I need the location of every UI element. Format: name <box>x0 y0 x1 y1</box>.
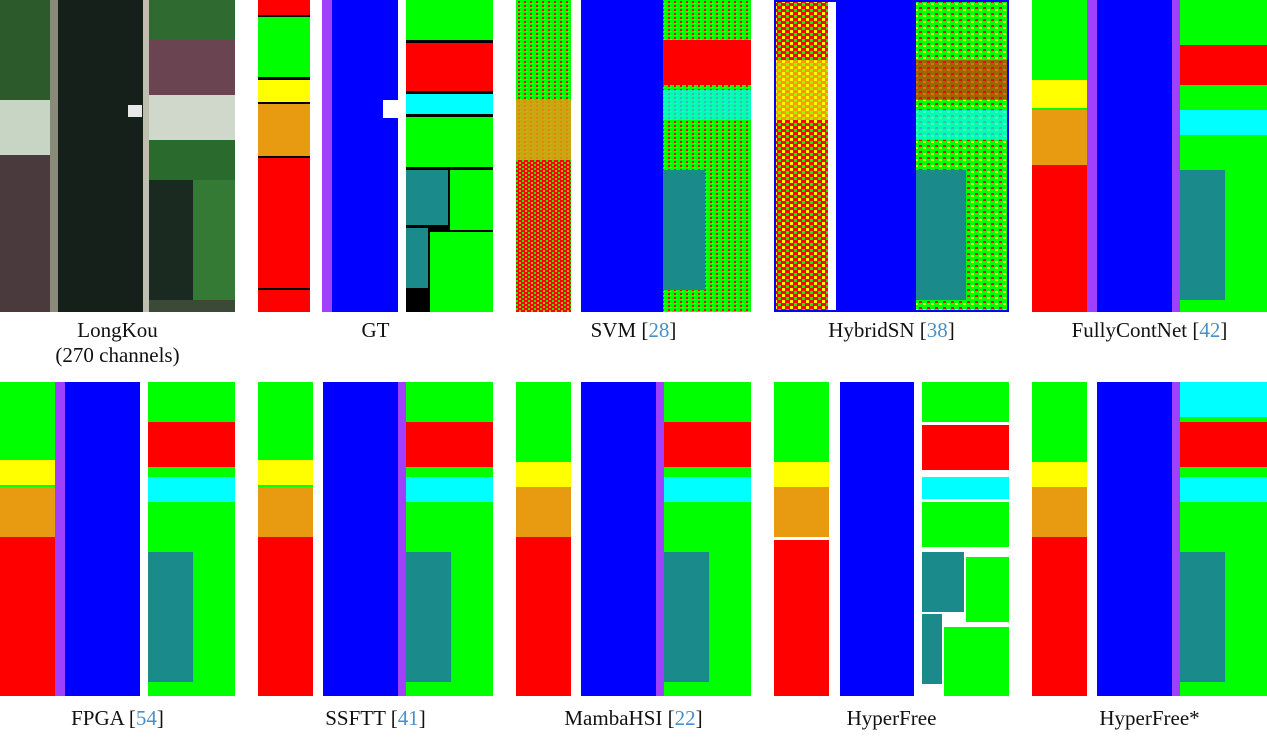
panel-svm <box>516 0 751 312</box>
bracket: ] <box>156 706 164 730</box>
caption-hyperfree: HyperFree <box>846 706 937 730</box>
caption-line-1: LongKou <box>77 318 158 342</box>
caption-mambahsi: MambaHSI [22] <box>516 706 751 731</box>
method-name: SVM [ <box>590 318 649 342</box>
caption-line-2: (270 channels) <box>55 343 180 367</box>
bracket: ] <box>418 706 426 730</box>
method-name: HybridSN [ <box>828 318 927 342</box>
caption-fpga: FPGA [54] <box>0 706 235 731</box>
hyperfree-star-map <box>1032 382 1267 696</box>
method-name: FPGA [ <box>71 706 136 730</box>
hybridsn-map <box>774 0 1009 312</box>
citation-link[interactable]: 42 <box>1199 318 1221 342</box>
fullycontnet-map <box>1032 0 1267 312</box>
citation-link[interactable]: 38 <box>926 318 948 342</box>
ssftt-map <box>258 382 493 696</box>
caption-hybridsn: HybridSN [38] <box>774 318 1009 343</box>
panel-ssftt <box>258 382 493 696</box>
caption-hyperfree-star: HyperFree* <box>1099 706 1200 730</box>
longkou-rgb-image <box>0 0 235 312</box>
panel-fullycontnet <box>1032 0 1267 312</box>
caption-longkou: LongKou (270 channels) <box>0 318 235 368</box>
bracket: ] <box>669 318 677 342</box>
method-name: SSFTT [ <box>325 706 398 730</box>
citation-link[interactable]: 22 <box>674 706 696 730</box>
caption-fullycontnet: FullyContNet [42] <box>1032 318 1267 343</box>
panel-gt <box>258 0 493 312</box>
method-name: MambaHSI [ <box>564 706 675 730</box>
bracket: ] <box>695 706 703 730</box>
panel-hyperfree-star <box>1032 382 1267 696</box>
panel-longkou <box>0 0 235 312</box>
caption-svm: SVM [28] <box>516 318 751 343</box>
citation-link[interactable]: 54 <box>135 706 157 730</box>
caption-ssftt: SSFTT [41] <box>258 706 493 731</box>
method-name: FullyContNet [ <box>1071 318 1200 342</box>
panel-fpga <box>0 382 235 696</box>
panel-mambahsi <box>516 382 751 696</box>
bracket: ] <box>1220 318 1228 342</box>
gt-map <box>258 0 493 312</box>
hyperfree-map <box>774 382 1009 696</box>
svm-map <box>516 0 751 312</box>
fpga-map <box>0 382 235 696</box>
bracket: ] <box>947 318 955 342</box>
caption-gt: GT <box>361 318 390 342</box>
mambahsi-map <box>516 382 751 696</box>
panel-hybridsn <box>774 0 1009 312</box>
citation-link[interactable]: 28 <box>648 318 670 342</box>
citation-link[interactable]: 41 <box>397 706 419 730</box>
panel-hyperfree <box>774 382 1009 696</box>
